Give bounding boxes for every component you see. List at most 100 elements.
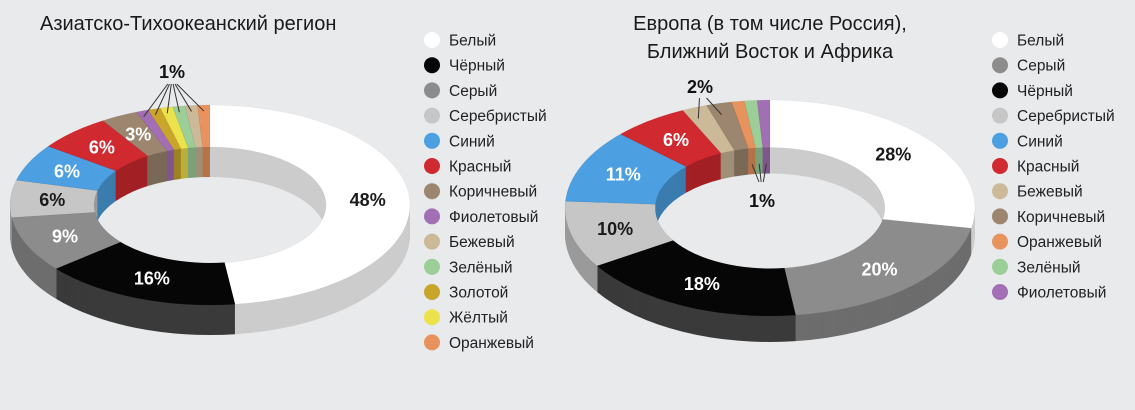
slice-Красный <box>619 109 722 167</box>
group-label-bottom: 1% <box>749 191 775 211</box>
legend-label: Коричневый <box>449 184 537 201</box>
legend-swatch <box>424 233 440 250</box>
legend-swatch <box>424 132 440 149</box>
slice-label: 6% <box>89 137 115 157</box>
legend-swatch <box>992 284 1008 300</box>
chart-title: Ближний Восток и Африка <box>647 41 894 63</box>
slice-Красный <box>47 120 149 172</box>
leader-line <box>143 83 169 118</box>
legend-label: Бежевый <box>1017 184 1083 201</box>
slice-label: 28% <box>875 144 911 164</box>
legend-swatch <box>992 233 1008 250</box>
legend-swatch <box>424 334 440 351</box>
legend-label: Чёрный <box>449 58 505 75</box>
legend-swatch <box>992 132 1008 149</box>
slice-label: 3% <box>125 125 151 145</box>
slice-Бежевый <box>184 104 204 148</box>
legend-swatch <box>992 107 1008 124</box>
group-label-top: 2% <box>687 77 713 97</box>
legend-label: Серый <box>1017 58 1065 75</box>
legend-label: Синий <box>449 133 495 150</box>
legend-label: Золотой <box>449 285 508 302</box>
legend-label: Серебристый <box>449 108 547 125</box>
slice-Оранжевый <box>731 100 756 149</box>
legend-label: Белый <box>1017 33 1064 50</box>
slice-Белый <box>769 99 976 229</box>
legend-swatch <box>424 32 440 48</box>
legend-swatch <box>992 158 1008 174</box>
legend-label: Фиолетовый <box>449 209 538 226</box>
slice-label: 6% <box>54 161 80 181</box>
group-label: 1% <box>159 62 185 82</box>
legend-swatch <box>424 107 440 124</box>
slice-label: 18% <box>684 274 720 294</box>
legend-swatch <box>992 82 1008 99</box>
slice-Зелёный <box>172 105 196 149</box>
leader-line <box>706 97 722 115</box>
legend-label: Оранжевый <box>1017 234 1102 251</box>
leader-line <box>154 83 170 116</box>
legend-swatch <box>424 57 440 74</box>
slice-label: 6% <box>39 190 65 210</box>
slice-label: 9% <box>52 226 78 246</box>
legend-label: Коричневый <box>1017 209 1105 226</box>
slice-Оранжевый <box>197 104 211 148</box>
legend-swatch <box>424 309 440 326</box>
legend-swatch <box>424 284 440 300</box>
legend-label: Фиолетовый <box>1017 285 1106 302</box>
slice-label: 11% <box>606 165 641 185</box>
legend-label: Жёлтый <box>449 310 508 327</box>
slice-Серый <box>784 219 972 316</box>
legend <box>992 32 1008 300</box>
legend-label: Зелёный <box>449 259 513 276</box>
legend-swatch <box>992 32 1008 48</box>
legend <box>424 32 440 351</box>
leader-line <box>751 164 760 183</box>
slice-Коричневый <box>102 111 168 157</box>
legend-swatch <box>992 258 1008 275</box>
legend-label: Красный <box>1017 159 1079 176</box>
legend-swatch <box>424 158 440 174</box>
slice-Фиолетовый <box>135 109 175 152</box>
chart-title: Европа (в том числе Россия), <box>633 13 907 35</box>
slice-Серебристый <box>564 200 674 267</box>
slice-Синий <box>15 145 117 191</box>
leader-line <box>172 83 180 113</box>
slice-label: 20% <box>861 259 897 279</box>
slice-label: 16% <box>134 268 170 288</box>
slice-Фиолетовый <box>756 99 771 148</box>
slice-Синий <box>565 133 687 205</box>
legend-label: Серебристый <box>1017 108 1115 125</box>
slice-Чёрный <box>596 240 797 317</box>
donut-chart-1 <box>9 32 440 351</box>
legend-swatch <box>424 82 440 99</box>
leader-line <box>174 83 192 112</box>
legend-label: Серый <box>449 83 497 100</box>
legend-label: Красный <box>449 159 511 176</box>
legend-swatch <box>424 183 440 200</box>
leader-line <box>166 83 172 114</box>
legend-swatch <box>424 258 440 275</box>
leader-line <box>758 163 762 183</box>
slice-label: 48% <box>350 190 386 210</box>
donut-chart-2 <box>564 32 1008 342</box>
slice-label: 6% <box>663 130 689 150</box>
slice-label: 10% <box>597 219 633 239</box>
legend-label: Оранжевый <box>449 335 534 352</box>
legend-label: Синий <box>1017 133 1063 150</box>
slice-Белый <box>209 104 411 305</box>
legend-label: Зелёный <box>1017 259 1081 276</box>
legend-swatch <box>992 208 1008 225</box>
legend-label: Бежевый <box>449 234 515 251</box>
slice-Чёрный <box>55 241 236 306</box>
legend-swatch <box>992 183 1008 200</box>
legend-swatch <box>424 208 440 225</box>
leader-line <box>762 163 767 183</box>
leader-line <box>697 97 700 119</box>
legend-swatch <box>992 57 1008 74</box>
legend-label: Белый <box>449 33 496 50</box>
leader-line <box>176 83 205 112</box>
legend-label: Чёрный <box>1017 83 1073 100</box>
chart-title: Азиатско-Тихоокеанский регион <box>40 13 336 35</box>
